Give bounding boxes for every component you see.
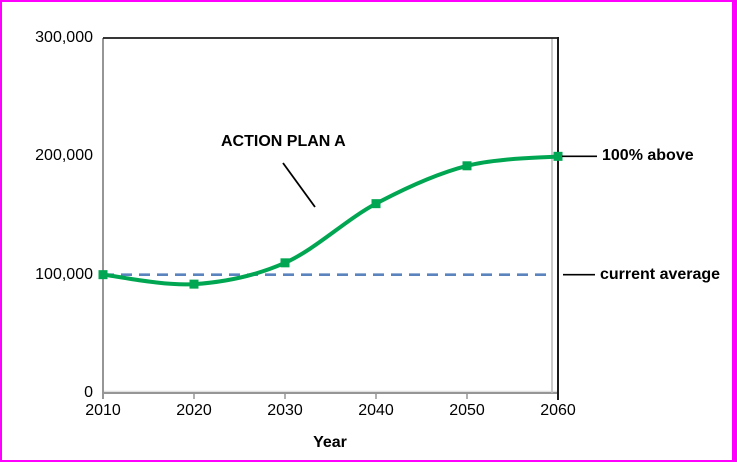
- data-point-marker: [371, 199, 381, 209]
- x-tick-label: 2010: [85, 402, 121, 419]
- frame-border-right: [732, 0, 737, 462]
- x-tick-label: 2030: [267, 402, 303, 419]
- frame-border-bottom: [0, 460, 737, 462]
- frame-border-left: [0, 0, 2, 462]
- y-tick-label: 300,000: [35, 29, 93, 46]
- annotation-current-average: current average: [600, 266, 721, 283]
- frame-border-top: [0, 0, 737, 2]
- x-tick-label: 2060: [540, 402, 576, 419]
- y-tick-label: 0: [84, 384, 93, 401]
- annotation-action-plan: ACTION PLAN A: [221, 133, 346, 150]
- data-point-marker: [98, 270, 108, 280]
- series-line-action-plan-a: [101, 154, 560, 287]
- leader-line-action-plan: [282, 162, 316, 208]
- x-tick-label: 2050: [449, 402, 485, 419]
- annotation-100pct-above: 100% above: [602, 147, 694, 164]
- data-point-marker: [553, 151, 563, 161]
- data-point-marker: [462, 161, 472, 171]
- y-tick-label: 200,000: [35, 147, 93, 165]
- data-point-marker: [280, 258, 290, 268]
- x-tick-label: 2040: [358, 402, 394, 419]
- x-axis-title: Year: [313, 434, 347, 451]
- x-tick-label: 2020: [176, 402, 212, 419]
- data-point-marker: [189, 279, 199, 289]
- y-tick-label: 100,000: [35, 265, 93, 283]
